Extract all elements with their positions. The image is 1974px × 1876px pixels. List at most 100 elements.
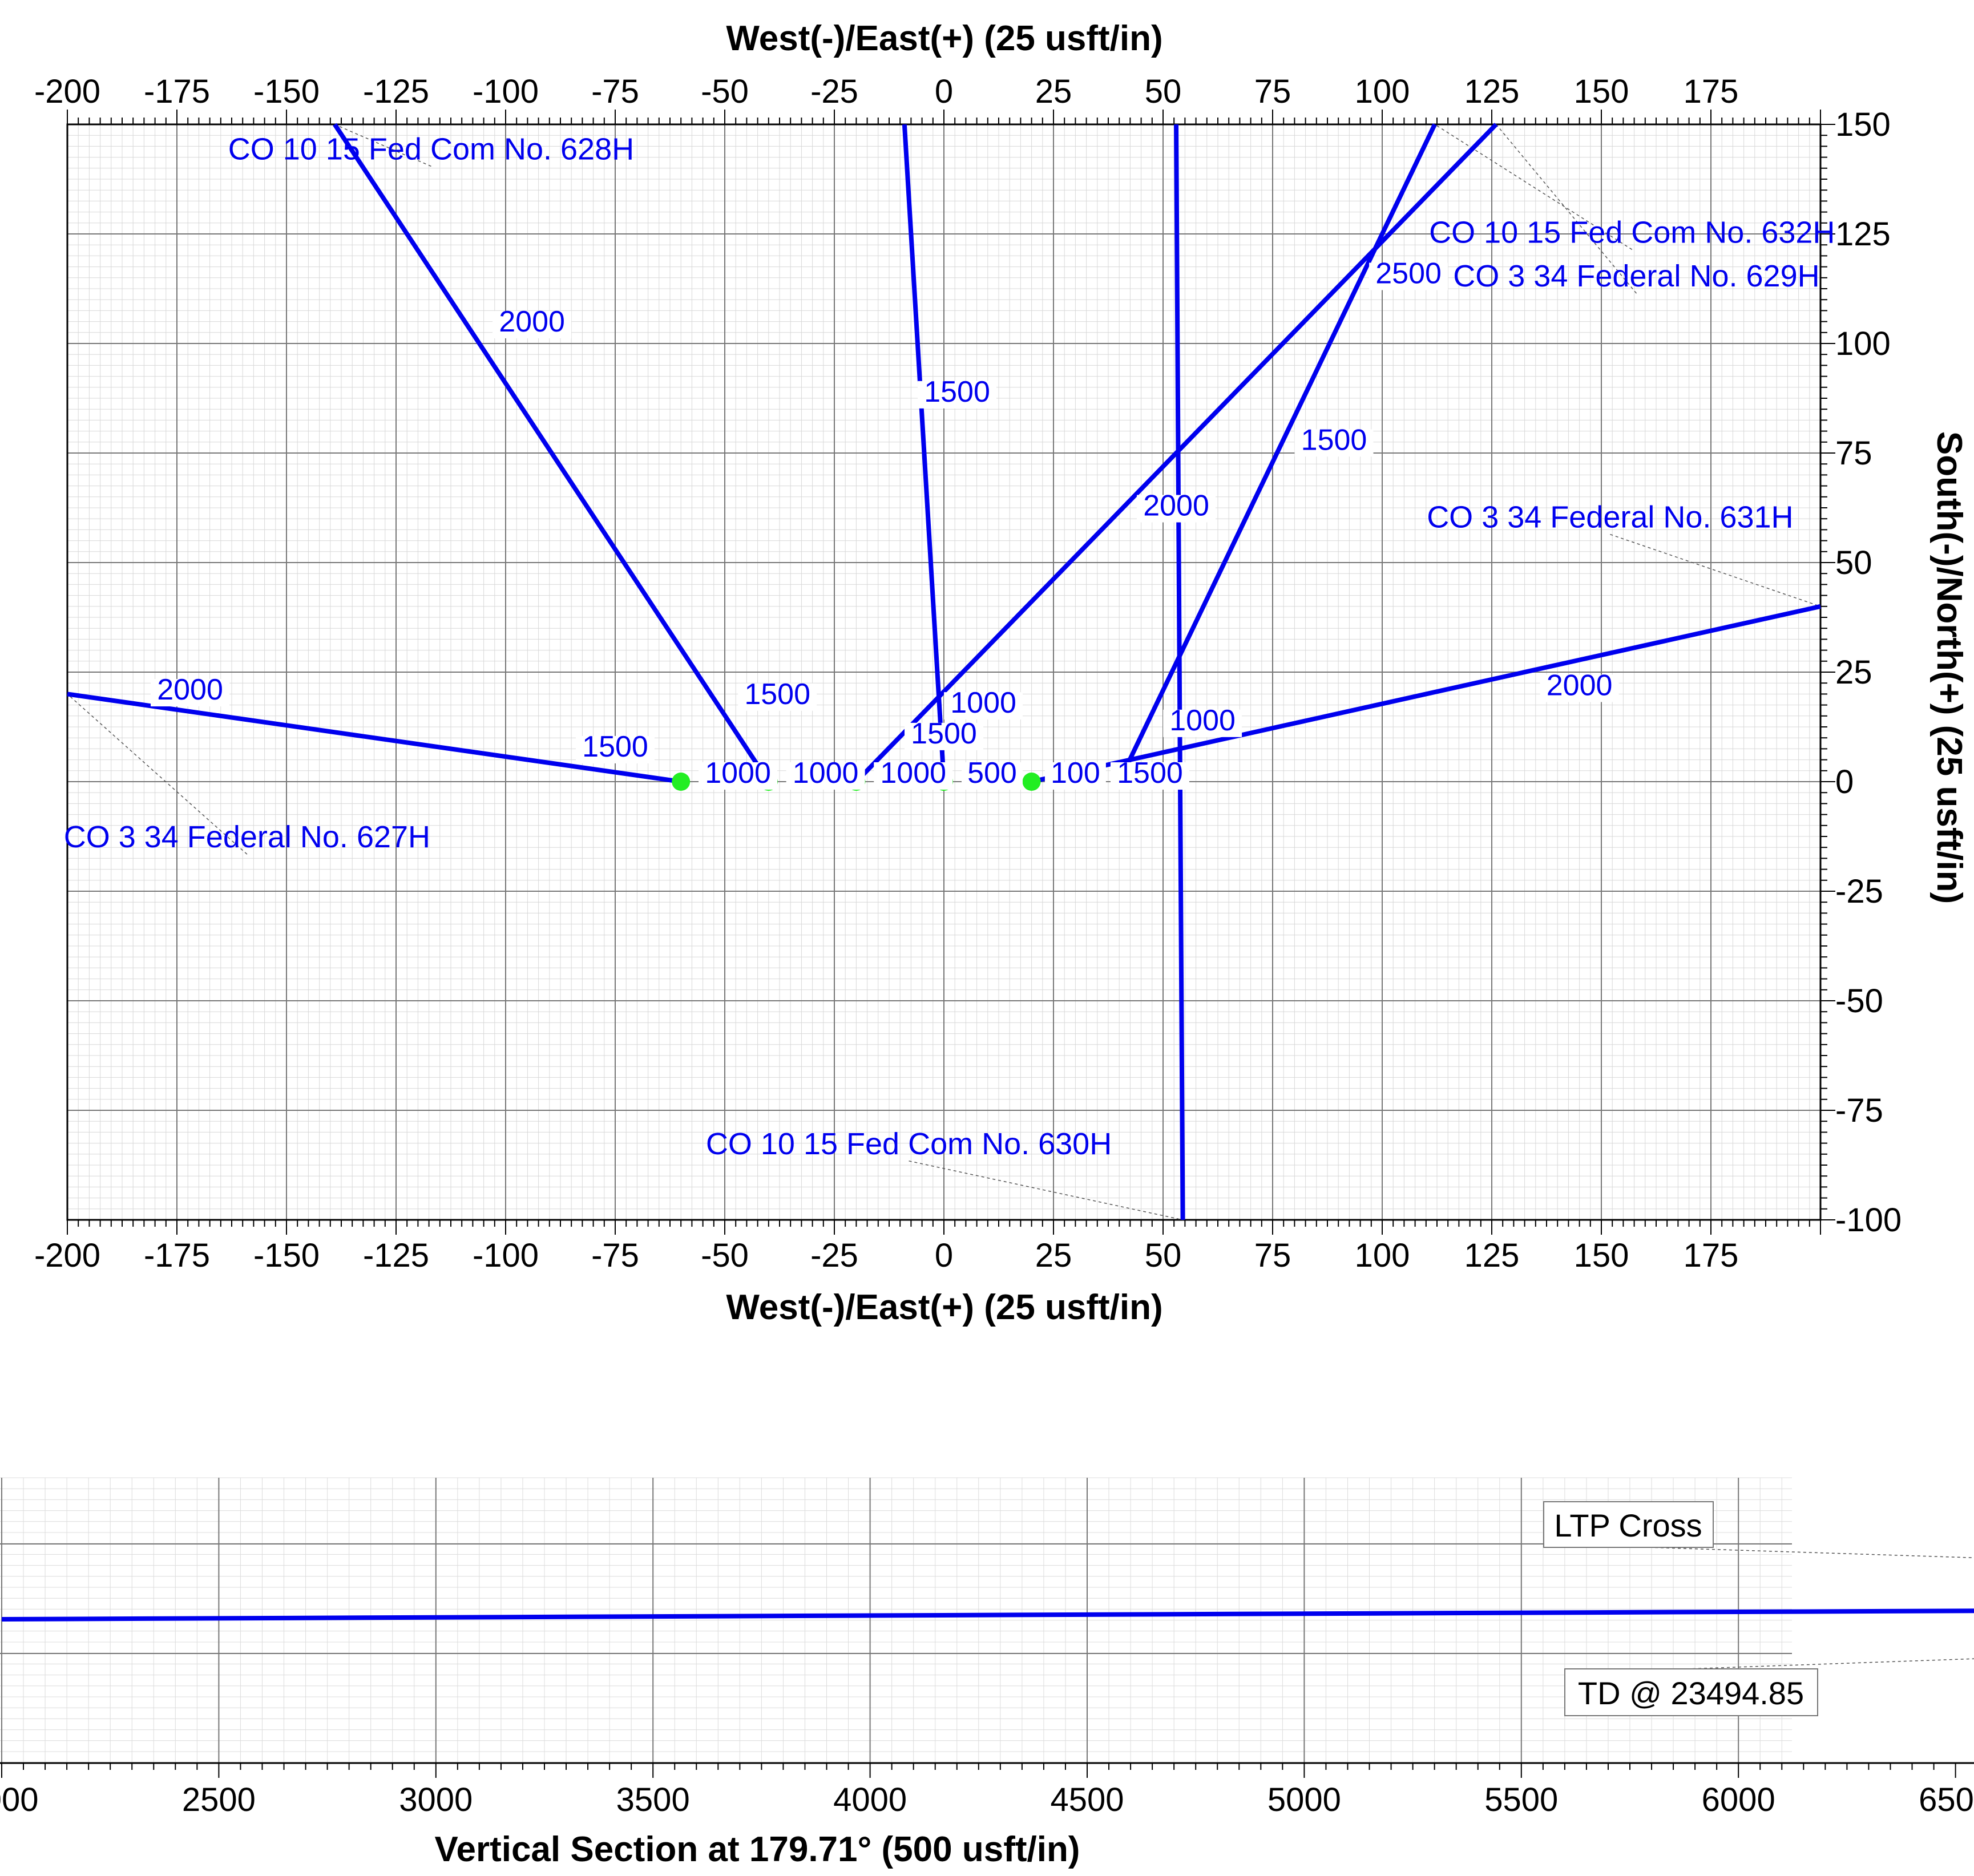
well-label-leader [909,1161,1183,1220]
well-trace [333,123,771,783]
vs-annotation-ltp-cross: LTP Cross [1554,1507,1702,1543]
well-name-label: CO 3 34 Federal No. 631H [1427,500,1793,535]
x-tick-label-top: 25 [1035,73,1072,110]
depth-label: 2000 [499,305,565,338]
x-tick-label-top: 75 [1254,73,1291,110]
depth-label-background [944,692,1023,720]
plan-view-layer: -200 -200 -175 -175 -150 -150 -125 -125 -100 -100… [34,19,1969,1327]
well-trace [1117,123,1437,783]
depth-label: 1500 [582,730,648,763]
vs-x-tick-label: 6500 [1919,1781,1974,1818]
x-tick-label-bottom: 150 [1574,1237,1629,1274]
x-tick-label-top: -125 [363,73,429,110]
x-tick-label-top: 50 [1145,73,1182,110]
depth-label: 1000 [705,757,771,790]
well-name-label: CO 3 34 Federal No. 627H [64,820,430,854]
depth-label-background [576,735,655,763]
depth-label-background [1163,709,1242,737]
x-tick-label-bottom: -125 [363,1237,429,1274]
depth-label-background [1369,262,1448,290]
x-tick-label-top: -200 [34,73,100,110]
depth-label: 2000 [1547,669,1613,702]
depth-label-background [1137,495,1216,523]
x-tick-label-top: -175 [144,73,210,110]
x-tick-label-bottom: -75 [591,1237,639,1274]
well-label-leader [334,124,431,167]
x-tick-label-bottom: 50 [1145,1237,1182,1274]
vertical-section-layer: 2000 2500 3000 3500 4000 4500 5000 5500 6000 6500… [0,1477,1974,1869]
well-label-leader [1496,124,1637,294]
depth-label: 2000 [157,673,223,706]
x-tick-label-bottom: -150 [253,1237,320,1274]
vs-x-tick-label: 2500 [182,1781,256,1818]
well-name-label: CO 10 15 Fed Com No. 628H [228,132,634,166]
depth-label: 1500 [911,717,977,750]
well-name-label: CO 3 34 Federal No. 629H [1453,259,1819,293]
x-tick-label-top: -100 [473,73,539,110]
x-tick-label-top: 0 [935,73,953,110]
x-tick-label-top: 100 [1355,73,1410,110]
depth-label: 500 [967,757,1017,790]
x-tick-label-top: -150 [253,73,320,110]
x-tick-label-top: 175 [1684,73,1739,110]
y-tick-label: 75 [1835,435,1872,472]
depth-label-background [918,381,997,409]
depth-label: 1500 [744,678,810,711]
y-tick-label: 150 [1835,106,1891,143]
depth-label-background [1110,762,1189,790]
y-tick-label: -75 [1835,1092,1883,1129]
vs-x-axis-title: Vertical Section at 179.71° (500 usft/in… [435,1830,1080,1869]
x-tick-label-bottom: 25 [1035,1237,1072,1274]
y-tick-label: 50 [1835,544,1872,581]
vs-x-tick-label: 2000 [0,1781,39,1818]
y-tick-label: 25 [1835,654,1872,691]
vs-x-tick-label: 4500 [1050,1781,1124,1818]
x-tick-label-top: 150 [1574,73,1629,110]
depth-label-background [151,679,230,707]
depth-label-background [738,683,817,711]
vs-x-tick-label: 5000 [1267,1781,1341,1818]
depth-label: 1000 [1169,704,1236,737]
vs-well-trace [1,1608,1974,1622]
vs-x-tick-label: 6000 [1702,1781,1775,1818]
y-tick-label: -50 [1835,983,1883,1020]
x-axis-title-bottom: West(-)/East(+) (25 usft/in) [726,1288,1162,1327]
well-trace [67,692,681,784]
x-tick-label-bottom: 0 [935,1237,953,1274]
depth-label-background [961,762,1023,790]
depth-label: 1000 [950,686,1016,719]
vs-x-tick-label: 3500 [616,1781,690,1818]
surface-location-marker [1022,773,1041,791]
vs-x-tick-label: 5500 [1484,1781,1558,1818]
vs-annotation-box [1564,1668,1818,1716]
depth-label: 1000 [793,757,859,790]
y-tick-label: 125 [1835,216,1891,253]
x-tick-label-top: -75 [591,73,639,110]
depth-label: 2000 [1143,490,1209,523]
depth-label-background [699,762,778,790]
y-tick-label: 100 [1835,325,1891,362]
vs-x-tick-label: 3000 [399,1781,473,1818]
well-trace [902,124,946,782]
x-tick-label-bottom: 100 [1355,1237,1410,1274]
x-tick-label-bottom: -50 [701,1237,749,1274]
vs-annotation-box [1543,1501,1714,1548]
x-tick-label-bottom: -25 [810,1237,858,1274]
y-tick-label: 0 [1835,763,1854,800]
well-trace [1031,604,1821,784]
vs-annotation-leader [1687,1658,1974,1669]
x-tick-label-bottom: 125 [1464,1237,1520,1274]
x-axis-title-top: West(-)/East(+) (25 usft/in) [726,19,1162,58]
well-trace [1174,124,1185,1220]
depth-label-background [493,310,572,338]
depth-label: 2500 [1375,257,1442,290]
depth-label-background [874,762,953,790]
depth-label: 1500 [1117,757,1183,790]
vs-annotation-leader [1649,1547,1974,1558]
depth-label: 1500 [1301,423,1367,456]
y-tick-label: -25 [1835,873,1883,910]
depth-label: 1000 [880,757,946,790]
well-label-leader [1434,124,1633,250]
